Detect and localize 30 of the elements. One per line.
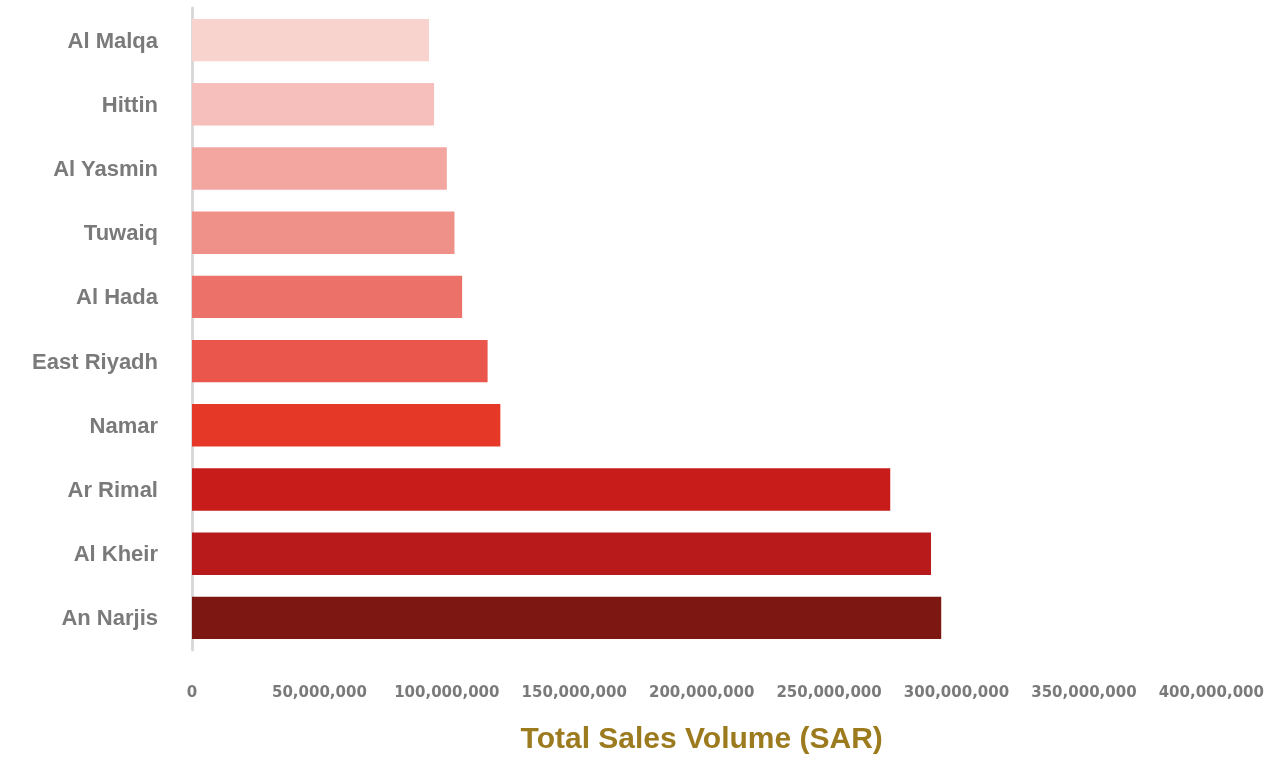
x-tick-label: 400,000,000: [1158, 682, 1265, 701]
x-tick-label: 300,000,000: [903, 682, 1010, 701]
y-tick-label: Tuwaiq: [83, 220, 158, 246]
x-axis-title: Total Sales Volume (SAR): [520, 720, 883, 754]
bar: [192, 18, 429, 62]
y-tick-label: Hittin: [101, 91, 158, 117]
bar: [192, 468, 891, 511]
bar: [192, 147, 447, 190]
bar: [192, 83, 435, 126]
bar: [192, 275, 463, 319]
y-tick-label: Ar Rimal: [67, 477, 158, 502]
x-tick-label: 250,000,000: [776, 682, 882, 701]
bar: [192, 339, 488, 383]
y-tick-label: Namar: [89, 412, 159, 438]
bar: [192, 211, 455, 254]
y-tick-label: Al Malqa: [67, 27, 159, 53]
x-tick-label: 100,000,000: [394, 682, 500, 701]
y-tick-label: An Narjis: [61, 605, 158, 631]
bar: [192, 404, 501, 447]
y-tick-label: Al Kheir: [73, 541, 159, 567]
bar: [192, 596, 942, 640]
x-tick-label: 0: [186, 682, 198, 701]
y-tick-label: East Riyadh: [32, 348, 158, 374]
x-tick-label: 350,000,000: [1031, 682, 1137, 701]
x-tick-label: 200,000,000: [649, 682, 755, 701]
x-tick-label: 50,000,000: [271, 682, 367, 701]
y-tick-label: Al Yasmin: [53, 156, 158, 181]
y-tick-label: Al Hada: [76, 284, 159, 310]
bar: [192, 532, 932, 575]
x-tick-label: 150,000,000: [521, 682, 627, 701]
